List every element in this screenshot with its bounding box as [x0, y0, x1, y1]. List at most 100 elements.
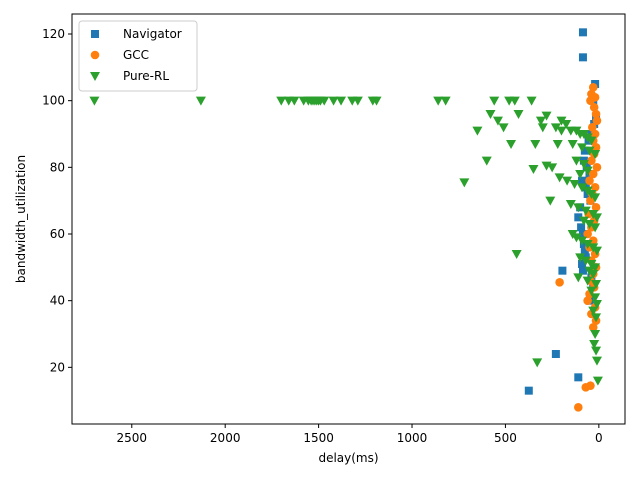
data-point [573, 403, 583, 412]
data-point [588, 236, 598, 245]
data-point [578, 176, 587, 185]
data-point [586, 196, 595, 205]
x-tick-label: 1000 [397, 431, 428, 445]
data-point [586, 286, 597, 296]
data-point [591, 300, 602, 309]
data-point [569, 180, 580, 189]
data-point [577, 223, 586, 232]
y-tick-label: 120 [42, 27, 65, 41]
data-point [591, 203, 601, 212]
data-point [328, 96, 339, 106]
data-point [591, 213, 602, 223]
data-point [556, 126, 567, 136]
data-point [588, 323, 598, 332]
data-point [513, 110, 524, 119]
data-point [319, 96, 330, 106]
data-point [582, 276, 593, 286]
data-point [590, 223, 601, 233]
data-point [588, 169, 598, 179]
data-point [580, 256, 591, 266]
data-point [584, 146, 595, 156]
data-point [561, 120, 572, 129]
data-point [571, 156, 582, 166]
data-point [591, 280, 602, 289]
data-point [371, 96, 382, 106]
x-tick-label: 0 [595, 431, 603, 445]
data-point [571, 233, 582, 243]
data-point [509, 96, 520, 106]
data-point [89, 96, 100, 106]
data-point [577, 236, 588, 246]
x-tick-label: 2500 [117, 431, 148, 445]
data-point [575, 253, 586, 263]
data-point [592, 116, 602, 125]
data-point [590, 183, 600, 192]
data-point [577, 183, 588, 193]
data-point [562, 176, 573, 186]
data-point [582, 240, 593, 249]
data-point [588, 306, 599, 316]
data-point [541, 111, 552, 121]
data-point [578, 260, 587, 268]
plot-frame [71, 13, 626, 425]
data-point [537, 123, 548, 133]
data-point [554, 173, 565, 183]
y-tick-label: 40 [50, 294, 65, 308]
data-point [588, 270, 599, 279]
data-point [472, 126, 483, 136]
data-point [511, 250, 522, 259]
legend-item-gcc: GCC [90, 48, 149, 62]
data-point [276, 96, 287, 106]
data-point [591, 143, 601, 152]
series-pure-rl-points [89, 96, 603, 386]
data-point [555, 278, 564, 287]
legend-marker [90, 50, 100, 60]
data-point [524, 386, 533, 395]
x-tick-label: 1500 [303, 431, 334, 445]
data-point [498, 123, 509, 133]
x-ticks: 2500 2000 1500 1000 500 0 [117, 424, 603, 445]
data-point [459, 178, 470, 188]
legend-box [78, 20, 198, 92]
data-point [583, 229, 592, 239]
data-point [584, 220, 595, 229]
data-point [590, 293, 601, 303]
data-point [590, 193, 601, 203]
data-point [578, 216, 589, 226]
data-point [352, 96, 363, 106]
data-point [583, 296, 592, 305]
data-point [586, 381, 595, 390]
data-point [580, 246, 589, 255]
data-point [588, 123, 597, 132]
data-point [587, 156, 596, 165]
data-point [530, 140, 541, 149]
data-point [586, 96, 595, 105]
data-point [433, 96, 444, 106]
data-point [195, 96, 206, 106]
legend-label: Pure-RL [123, 69, 169, 83]
data-point [545, 196, 556, 206]
data-point [577, 143, 588, 153]
data-point [506, 140, 517, 149]
y-tick-label: 20 [50, 360, 65, 374]
data-point [485, 110, 496, 119]
data-point [578, 53, 587, 62]
y-tick-label: 60 [50, 227, 65, 241]
data-point [556, 116, 567, 126]
data-point [585, 176, 594, 185]
data-point [578, 230, 587, 238]
data-point [591, 246, 602, 256]
data-point [526, 96, 537, 106]
data-point [586, 136, 597, 146]
data-point [567, 140, 578, 149]
data-point [547, 163, 558, 173]
data-point [565, 200, 576, 209]
data-point [578, 160, 589, 169]
data-point [573, 203, 584, 213]
data-point [558, 266, 567, 275]
data-point [579, 240, 588, 248]
data-point [590, 263, 601, 273]
y-axis-label: bandwidth_utilization [14, 155, 28, 283]
x-tick-label: 2000 [210, 431, 241, 445]
